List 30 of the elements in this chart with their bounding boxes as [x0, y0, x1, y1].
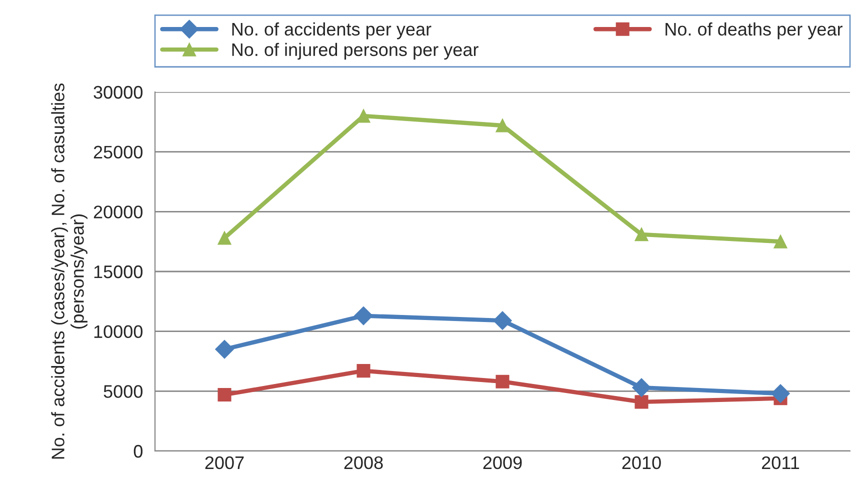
y-tick-label: 10000: [94, 325, 142, 338]
legend-label: No. of accidents per year: [232, 22, 432, 40]
x-tick-label: 2009: [483, 456, 522, 470]
x-tick-label: 2008: [344, 456, 383, 470]
point: [496, 374, 510, 388]
point: [634, 395, 648, 409]
point: [215, 340, 234, 359]
legend-label: No. of deaths per year: [666, 22, 842, 40]
point: [354, 306, 373, 326]
point: [774, 234, 788, 248]
point: [493, 311, 512, 330]
point: [218, 388, 232, 402]
y-tick-label: 25000: [94, 146, 142, 159]
legend-label: No. of injured persons per year: [232, 42, 478, 60]
x-tick-label: 2011: [762, 456, 800, 470]
point: [496, 118, 510, 132]
y-tick-label: 5000: [104, 385, 142, 398]
y-tick-label: 30000: [94, 86, 142, 99]
point: [632, 378, 651, 397]
point: [356, 109, 370, 123]
point: [634, 228, 648, 242]
x-tick-label: 2007: [205, 456, 244, 470]
y-tick-label: 20000: [94, 206, 142, 218]
point: [218, 231, 232, 245]
y-axis-title: No. of accidents (cases/year), No. of casualties (persons/year): [51, 83, 88, 459]
point: [356, 364, 370, 378]
x-tick-label: 2010: [622, 456, 661, 470]
y-tick-label: 15000: [94, 265, 142, 278]
y-tick-label: 0: [134, 444, 142, 458]
point: [771, 384, 790, 403]
